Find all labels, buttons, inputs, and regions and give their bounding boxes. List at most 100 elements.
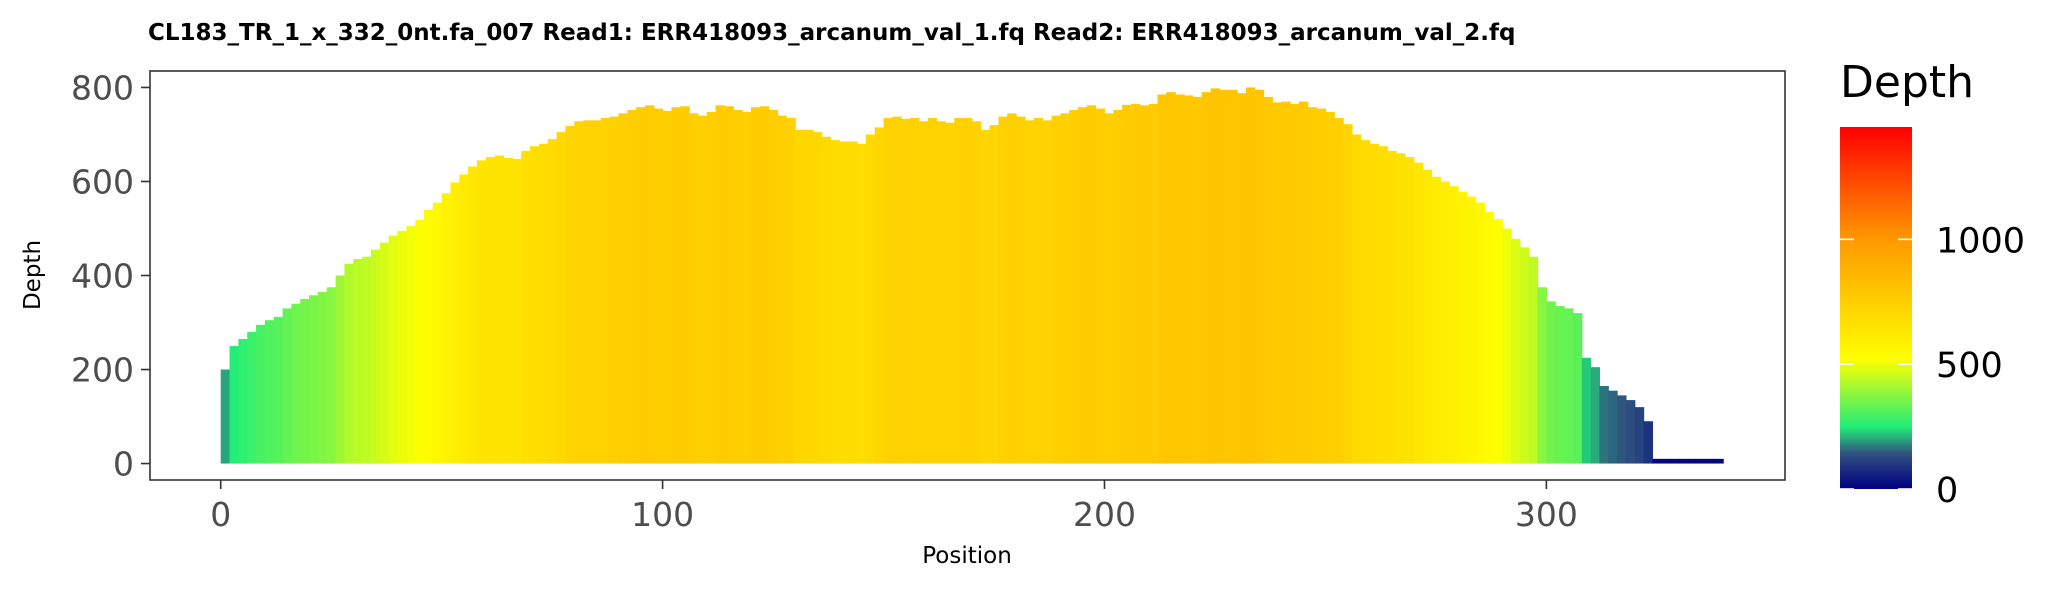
depth-bar: [1537, 287, 1547, 464]
depth-bar: [1007, 113, 1017, 464]
depth-bar: [282, 308, 293, 464]
depth-bar: [786, 118, 796, 464]
depth-bar: [1687, 458, 1698, 464]
depth-bar: [1122, 104, 1132, 464]
depth-bar: [1714, 458, 1724, 464]
depth-bar: [1113, 110, 1123, 464]
depth-bar: [406, 226, 416, 464]
depth-bar: [697, 115, 708, 464]
depth-bar: [742, 111, 752, 464]
depth-bar: [1139, 105, 1150, 464]
depth-bar: [1431, 176, 1441, 464]
depth-bar: [1564, 308, 1574, 464]
depth-bar: [1643, 421, 1654, 464]
depth-bar: [706, 111, 717, 464]
depth-bar: [415, 220, 425, 464]
depth-bar: [1458, 191, 1468, 464]
depth-bar: [1157, 94, 1167, 464]
chart-title: CL183_TR_1_x_332_0nt.fa_007 Read1: ERR41…: [148, 20, 1515, 46]
depth-bar: [1272, 102, 1282, 464]
depth-bar: [1060, 113, 1070, 464]
depth-bar: [1307, 107, 1318, 464]
depth-bar: [441, 193, 452, 464]
depth-bar: [247, 331, 257, 464]
y-axis: 0 200 400 600 800: [71, 68, 150, 484]
depth-bar: [715, 105, 726, 464]
depth-bar: [238, 338, 248, 464]
y-tick-label: 800: [71, 68, 134, 107]
depth-bar: [963, 118, 973, 464]
depth-bar: [1166, 92, 1176, 464]
legend-tick-label: 1000: [1936, 221, 2025, 261]
depth-bar: [291, 303, 301, 464]
legend-tick-label: 0: [1936, 471, 1958, 511]
depth-bar: [1228, 89, 1238, 464]
y-tick-label: 0: [113, 445, 134, 484]
depth-bar: [1608, 390, 1618, 464]
depth-bar: [485, 157, 496, 464]
depth-bar: [1581, 357, 1592, 464]
depth-bar: [309, 295, 319, 464]
depth-bar: [1104, 113, 1114, 464]
depth-bar: [1086, 105, 1097, 464]
depth-bar: [627, 110, 637, 464]
x-tick-label: 100: [631, 495, 694, 534]
depth-bar: [1678, 458, 1689, 464]
depth-bar: [1016, 116, 1026, 464]
depth-bar: [1484, 212, 1494, 464]
depth-bar: [229, 346, 239, 464]
bars-group: [220, 87, 1724, 464]
depth-bar: [1634, 407, 1645, 464]
depth-bar: [1325, 111, 1335, 464]
x-tick-label: 200: [1073, 495, 1136, 534]
depth-bar: [839, 141, 849, 464]
depth-bar: [777, 115, 787, 464]
color-bar: [1840, 127, 1912, 489]
depth-bar: [1316, 108, 1327, 464]
depth-bar: [1387, 150, 1397, 464]
depth-bar: [1599, 385, 1609, 464]
depth-bar: [521, 150, 531, 464]
depth-bar: [530, 146, 540, 464]
depth-bar: [1024, 120, 1035, 464]
depth-bar: [971, 121, 982, 464]
depth-bar: [1201, 92, 1212, 464]
depth-bar: [733, 110, 743, 464]
depth-bar: [945, 122, 955, 464]
depth-bar: [1192, 96, 1203, 464]
depth-bar: [998, 116, 1008, 464]
depth-bar: [1590, 367, 1601, 464]
depth-bar: [1502, 228, 1512, 464]
depth-bar: [812, 132, 823, 464]
depth-bar: [1263, 96, 1274, 464]
depth-bar: [857, 143, 867, 464]
depth-bar: [1546, 301, 1556, 464]
depth-bar: [644, 105, 655, 464]
depth-bar: [980, 129, 991, 464]
depth-bar: [353, 259, 363, 464]
depth-bar: [1555, 306, 1565, 464]
depth-bar: [1175, 94, 1185, 464]
depth-bar: [1360, 140, 1371, 464]
depth-bar: [1696, 458, 1707, 464]
legend-tick-label: 500: [1936, 346, 2003, 386]
depth-bar: [636, 107, 646, 464]
depth-bar: [547, 139, 558, 464]
depth-bar: [565, 126, 575, 464]
depth-bar: [1334, 118, 1344, 464]
depth-bar: [1033, 118, 1044, 464]
depth-bar: [397, 230, 407, 464]
depth-bar: [1184, 95, 1194, 464]
depth-bar: [936, 121, 947, 464]
y-tick-label: 600: [71, 162, 134, 201]
depth-bar: [680, 106, 690, 464]
depth-bar: [1077, 107, 1088, 464]
depth-bar: [1475, 202, 1486, 464]
depth-bar: [1210, 88, 1220, 464]
depth-bar: [512, 158, 522, 464]
depth-bar: [1396, 153, 1406, 464]
depth-bar: [618, 113, 628, 464]
x-tick-label: 300: [1515, 495, 1578, 534]
depth-bar: [362, 256, 372, 464]
depth-bar: [1422, 169, 1433, 464]
